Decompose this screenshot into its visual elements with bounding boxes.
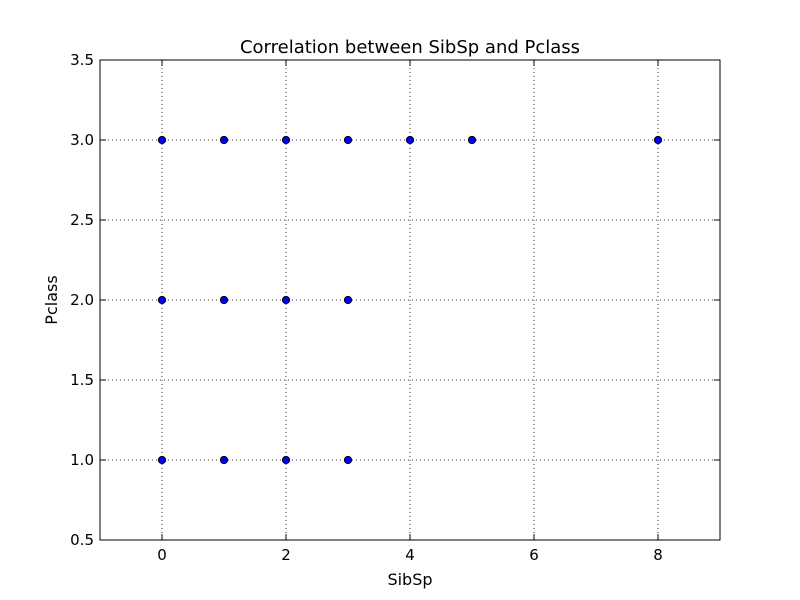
scatter-point <box>281 455 291 465</box>
scatter-point <box>219 135 229 145</box>
y-tick-label: 1.5 <box>70 371 94 389</box>
x-axis-label: SibSp <box>387 570 432 589</box>
y-tick-label: 3.5 <box>70 51 94 69</box>
y-tick-label: 1.0 <box>70 451 94 469</box>
scatter-point <box>157 135 167 145</box>
scatter-point <box>343 135 353 145</box>
scatter-point <box>157 295 167 305</box>
data-points <box>157 135 663 465</box>
y-tick-label: 0.5 <box>70 531 94 549</box>
x-tick-label: 6 <box>529 546 539 564</box>
y-tick-label: 2.0 <box>70 291 94 309</box>
scatter-point <box>281 135 291 145</box>
scatter-point <box>405 135 415 145</box>
y-tick-label: 2.5 <box>70 211 94 229</box>
plot-frame <box>99 59 721 541</box>
x-tick-label: 0 <box>157 546 167 564</box>
chart-title: Correlation between SibSp and Pclass <box>240 37 580 58</box>
scatter-point <box>653 135 663 145</box>
scatter-point <box>281 295 291 305</box>
scatter-point <box>467 135 477 145</box>
scatter-point <box>343 295 353 305</box>
x-tick-label: 2 <box>281 546 291 564</box>
y-tick-label: 3.0 <box>70 131 94 149</box>
y-axis-label: Pclass <box>42 275 61 324</box>
axis-ticks: 0 2 4 6 8 0.5 1.0 1.5 2.0 2.5 3.0 3.5 <box>70 51 720 564</box>
x-tick-label: 8 <box>653 546 663 564</box>
scatter-point <box>219 295 229 305</box>
scatter-point <box>343 455 353 465</box>
scatter-point <box>219 455 229 465</box>
x-tick-label: 4 <box>405 546 415 564</box>
scatter-point <box>157 455 167 465</box>
grid-lines <box>100 59 720 541</box>
